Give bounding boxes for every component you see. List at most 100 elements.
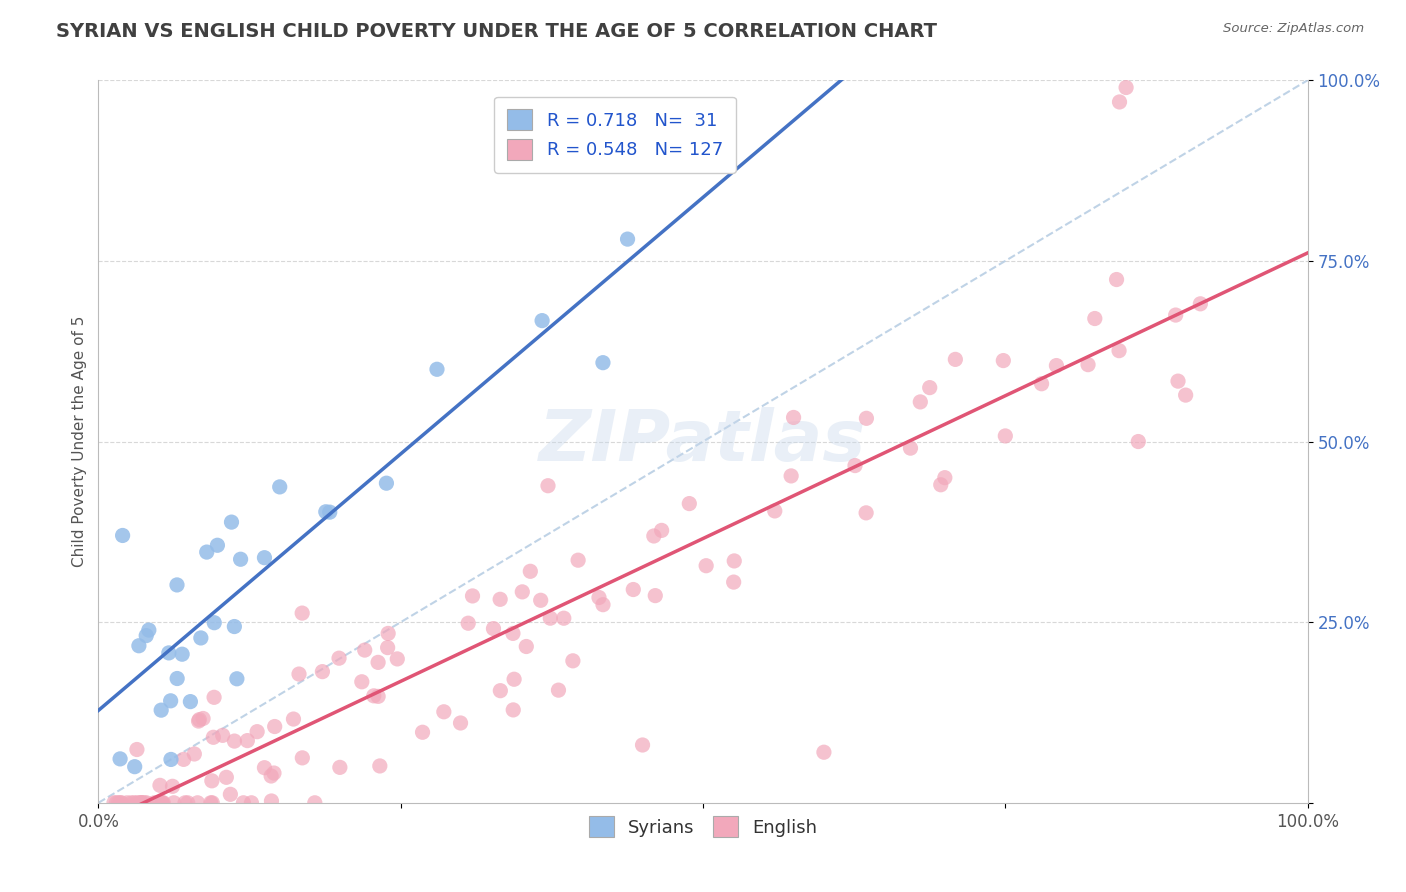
Point bbox=[224, 734, 246, 748]
Point bbox=[183, 747, 205, 761]
Point bbox=[311, 665, 333, 679]
Point bbox=[433, 705, 456, 719]
Point bbox=[128, 639, 150, 653]
Point bbox=[643, 529, 665, 543]
Point bbox=[588, 591, 610, 605]
Point bbox=[519, 564, 541, 578]
Point bbox=[149, 778, 172, 792]
Text: ZIPatlas: ZIPatlas bbox=[540, 407, 866, 476]
Point bbox=[510, 585, 533, 599]
Y-axis label: Child Poverty Under the Age of 5: Child Poverty Under the Age of 5 bbox=[72, 316, 87, 567]
Point bbox=[253, 761, 276, 775]
Point bbox=[503, 672, 526, 686]
Legend: Syrians, English: Syrians, English bbox=[581, 809, 825, 845]
Point bbox=[263, 719, 285, 733]
Point bbox=[263, 766, 285, 780]
Point bbox=[108, 752, 131, 766]
Point bbox=[678, 497, 700, 511]
Point bbox=[1115, 80, 1137, 95]
Text: SYRIAN VS ENGLISH CHILD POVERTY UNDER THE AGE OF 5 CORRELATION CHART: SYRIAN VS ENGLISH CHILD POVERTY UNDER TH… bbox=[56, 22, 938, 41]
Point bbox=[288, 667, 311, 681]
Point bbox=[105, 796, 128, 810]
Point bbox=[128, 796, 150, 810]
Point bbox=[111, 528, 134, 542]
Point bbox=[1174, 388, 1197, 402]
Point bbox=[567, 553, 589, 567]
Point bbox=[125, 796, 148, 810]
Point bbox=[291, 606, 314, 620]
Point bbox=[387, 652, 409, 666]
Point bbox=[200, 796, 222, 810]
Point bbox=[457, 616, 479, 631]
Point bbox=[224, 619, 246, 633]
Point bbox=[377, 640, 399, 655]
Point bbox=[221, 515, 243, 529]
Point bbox=[561, 654, 583, 668]
Point bbox=[592, 356, 614, 370]
Point bbox=[125, 742, 148, 756]
Point bbox=[143, 796, 166, 810]
Point bbox=[855, 506, 877, 520]
Point bbox=[174, 796, 197, 810]
Point bbox=[515, 640, 537, 654]
Point bbox=[461, 589, 484, 603]
Point bbox=[131, 796, 153, 810]
Point bbox=[166, 578, 188, 592]
Point bbox=[994, 429, 1017, 443]
Point bbox=[134, 796, 156, 810]
Point bbox=[844, 458, 866, 473]
Point bbox=[1189, 297, 1212, 311]
Point bbox=[621, 582, 644, 597]
Point bbox=[993, 353, 1015, 368]
Point bbox=[177, 796, 200, 810]
Point bbox=[377, 626, 399, 640]
Point bbox=[723, 575, 745, 590]
Point bbox=[929, 477, 952, 491]
Point bbox=[651, 524, 673, 538]
Point bbox=[110, 796, 132, 810]
Point bbox=[120, 796, 142, 810]
Point bbox=[135, 796, 157, 810]
Point bbox=[236, 733, 259, 747]
Point bbox=[328, 651, 350, 665]
Point bbox=[107, 796, 129, 810]
Point bbox=[202, 615, 225, 630]
Point bbox=[152, 796, 174, 810]
Point bbox=[162, 780, 184, 794]
Point bbox=[246, 724, 269, 739]
Point bbox=[547, 683, 569, 698]
Point bbox=[489, 683, 512, 698]
Point bbox=[644, 589, 666, 603]
Point bbox=[232, 796, 254, 810]
Point bbox=[283, 712, 305, 726]
Point bbox=[782, 410, 804, 425]
Point bbox=[695, 558, 717, 573]
Point bbox=[530, 593, 553, 607]
Point bbox=[855, 411, 877, 425]
Point bbox=[1167, 374, 1189, 388]
Point bbox=[269, 480, 291, 494]
Point bbox=[195, 545, 218, 559]
Point bbox=[202, 731, 225, 745]
Point bbox=[201, 773, 224, 788]
Point bbox=[315, 505, 337, 519]
Point bbox=[531, 313, 554, 327]
Point bbox=[166, 672, 188, 686]
Point bbox=[616, 232, 638, 246]
Point bbox=[900, 441, 922, 455]
Point bbox=[723, 554, 745, 568]
Point bbox=[122, 796, 145, 810]
Point bbox=[190, 631, 212, 645]
Point bbox=[1031, 376, 1053, 391]
Point bbox=[918, 381, 941, 395]
Point bbox=[450, 716, 472, 731]
Point bbox=[538, 611, 561, 625]
Point bbox=[240, 796, 263, 810]
Point bbox=[124, 760, 146, 774]
Point bbox=[188, 713, 211, 727]
Point bbox=[103, 796, 125, 810]
Point bbox=[412, 725, 434, 739]
Point bbox=[129, 796, 152, 810]
Point bbox=[1108, 95, 1130, 109]
Point bbox=[553, 611, 575, 625]
